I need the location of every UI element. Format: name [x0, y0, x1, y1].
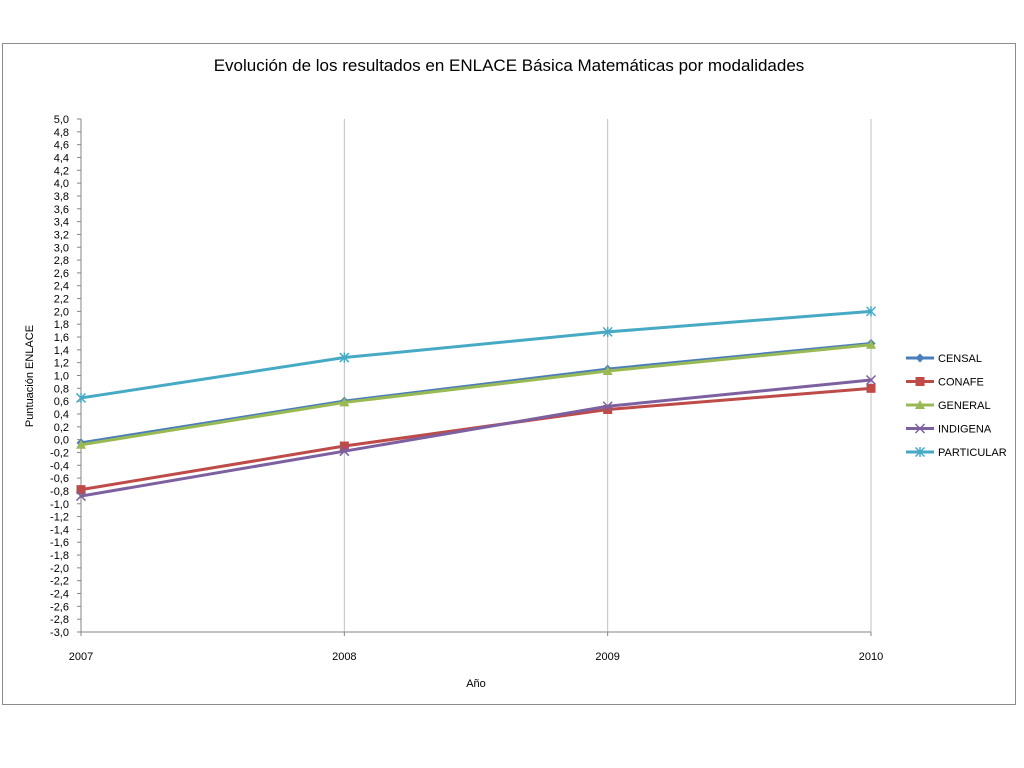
y-tick-label: 2,8: [54, 255, 69, 267]
x-tick-label: 2009: [595, 651, 619, 663]
x-tick-label: 2007: [69, 651, 93, 663]
legend-marker: [914, 423, 926, 434]
y-tick-label: -2,4: [50, 589, 69, 601]
y-tick-label: -0,6: [50, 473, 69, 485]
y-tick-label: 2,4: [54, 281, 69, 293]
y-tick-label: -2,8: [50, 614, 69, 626]
y-tick-label: 1,6: [54, 332, 69, 344]
y-tick-label: 2,2: [54, 294, 69, 306]
legend-item-general: GENERAL: [906, 400, 991, 412]
data-point: [603, 404, 613, 414]
chart-title: Evolución de los resultados en ENLACE Bá…: [213, 56, 805, 75]
series-line: [79, 341, 873, 445]
y-tick-label: -0,2: [50, 447, 69, 459]
y-tick-label: 3,6: [54, 204, 69, 216]
y-tick-label: 4,6: [54, 140, 69, 152]
y-tick-label: 0,2: [54, 422, 69, 434]
x-tick-label: 2008: [332, 651, 356, 663]
data-point: [602, 366, 613, 376]
series-indigena: [75, 374, 877, 502]
legend-label: CONAFE: [938, 377, 984, 389]
data-point: [75, 491, 87, 502]
legend-marker: [915, 377, 925, 386]
y-tick-label: -1,6: [50, 537, 69, 549]
y-tick-label: 4,8: [54, 127, 69, 139]
data-point: [866, 339, 876, 349]
legend-item-particular: PARTICULAR: [906, 446, 1007, 459]
chart-frame: [2, 43, 1016, 705]
data-point: [339, 441, 349, 451]
data-point: [76, 485, 86, 495]
y-tick-label: 4,2: [54, 165, 69, 177]
data-point: [339, 446, 350, 457]
y-tick-label: -2,6: [50, 601, 69, 613]
series-line: [79, 378, 873, 498]
legend: CENSAL CONAFE GENERAL INDIGENA PARTICULAR: [906, 353, 1007, 459]
y-tick-label: 1,2: [54, 358, 69, 370]
y-tick-label: 1,8: [54, 319, 69, 331]
y-tick-label: 3,4: [54, 217, 69, 229]
y-tick-label: 5,0: [54, 114, 69, 126]
y-tick-label: -1,0: [50, 499, 69, 511]
legend-label: CENSAL: [938, 353, 982, 365]
y-tick-label: 1,0: [54, 371, 69, 383]
series-particular: [75, 306, 877, 403]
legend-marker: [915, 400, 925, 409]
y-tick-label: -0,8: [50, 486, 69, 498]
series-line: [79, 343, 873, 447]
y-tick-label: -3,0: [50, 627, 69, 639]
y-tick-label: 0,6: [54, 396, 69, 408]
y-tick-label: -1,8: [50, 550, 69, 562]
data-point: [865, 374, 877, 386]
data-point: [865, 306, 877, 317]
y-tick-label: 3,2: [54, 229, 69, 241]
y-tick-label: -1,2: [50, 512, 69, 524]
legend-label: INDIGENA: [938, 424, 992, 436]
y-tick-label: -0,4: [50, 460, 69, 472]
data-point: [602, 326, 613, 337]
legend-item-censal: CENSAL: [906, 353, 982, 365]
y-tick-label: -2,2: [50, 576, 69, 588]
legend-marker: [915, 353, 925, 363]
x-axis-title: Año: [466, 678, 486, 690]
y-tick-label: 0,0: [54, 435, 69, 447]
y-tick-label: 4,0: [54, 178, 69, 190]
y-tick-label: 0,8: [54, 383, 69, 395]
series-general: [76, 339, 876, 449]
y-axis-title: Puntuación ENLACE: [24, 325, 36, 427]
data-point: [76, 439, 86, 449]
legend-item-indigena: INDIGENA: [906, 423, 992, 436]
legend-item-conafe: CONAFE: [906, 377, 984, 389]
legend-label: PARTICULAR: [938, 447, 1007, 459]
y-tick-label: -1,4: [50, 524, 69, 536]
data-point: [602, 401, 613, 412]
y-tick-label: 3,0: [54, 242, 69, 254]
data-point: [866, 383, 876, 393]
x-tick-label: 2010: [859, 651, 883, 663]
y-tick-label: 1,4: [54, 345, 69, 357]
y-tick-label: 2,0: [54, 306, 69, 318]
series-line: [79, 309, 873, 400]
legend-marker: [914, 446, 926, 458]
y-tick-label: 4,4: [54, 152, 69, 164]
data-point: [339, 352, 350, 363]
legend-label: GENERAL: [938, 400, 991, 412]
y-tick-label: 2,6: [54, 268, 69, 280]
y-tick-label: -2,0: [50, 563, 69, 575]
data-point: [75, 392, 87, 403]
y-tick-label: 3,8: [54, 191, 69, 203]
y-tick-label: 0,4: [54, 409, 69, 421]
data-point: [339, 397, 350, 407]
